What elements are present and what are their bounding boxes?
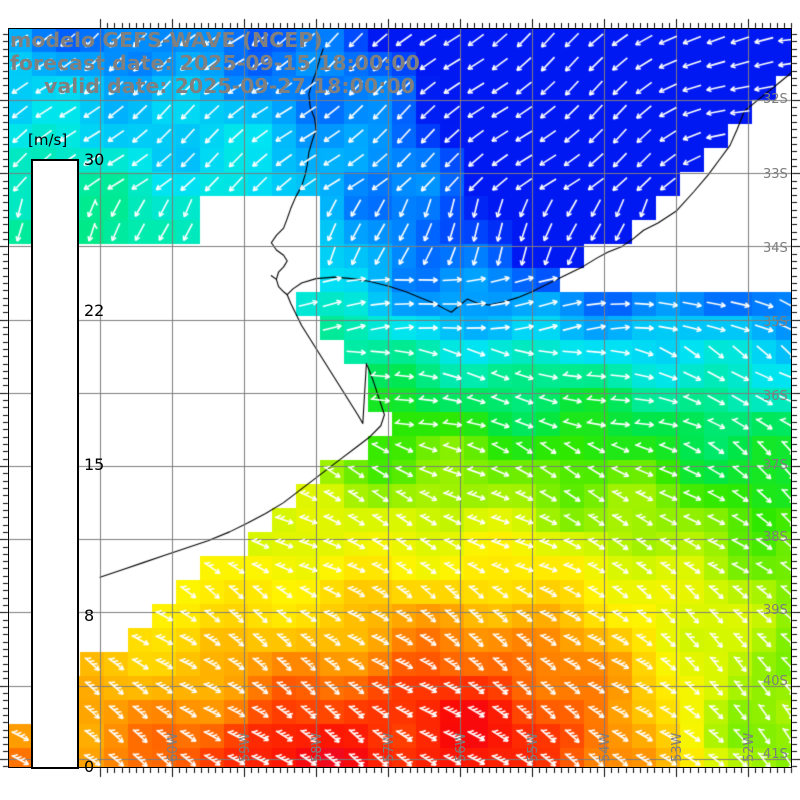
lon-label-60W: 60W bbox=[166, 732, 181, 762]
colorbar[interactable] bbox=[31, 159, 79, 769]
colorbar-border bbox=[31, 159, 79, 769]
lat-label-38S: 38S bbox=[763, 530, 788, 545]
lat-label-40S: 40S bbox=[763, 674, 788, 689]
lon-label-53W: 53W bbox=[670, 732, 685, 762]
lon-label-54W: 54W bbox=[598, 732, 613, 762]
lon-label-58W: 58W bbox=[310, 732, 325, 762]
colorbar-tick-15: 15 bbox=[84, 455, 105, 474]
lat-label-33S: 33S bbox=[763, 167, 788, 182]
lon-label-59W: 59W bbox=[238, 732, 253, 762]
lat-label-37S: 37S bbox=[763, 458, 788, 473]
lon-label-55W: 55W bbox=[526, 732, 541, 762]
lon-label-52W: 52W bbox=[742, 732, 757, 762]
lat-label-34S: 34S bbox=[763, 241, 788, 256]
lat-label-41S: 41S bbox=[763, 747, 788, 762]
lat-label-36S: 36S bbox=[763, 389, 788, 404]
valid-date-label: valid date: 2025-09-27 18:00:00 bbox=[44, 74, 415, 98]
lat-label-39S: 39S bbox=[763, 603, 788, 618]
colorbar-tick-30: 30 bbox=[84, 150, 105, 169]
lat-label-32S: 32S bbox=[763, 92, 788, 107]
page-title: modelo GEFS-WAVE (NCEP) bbox=[10, 28, 323, 52]
forecast-date-label: forecast date: 2025-09-15 18:00:00 bbox=[10, 51, 420, 75]
colorbar-tick-0: 0 bbox=[84, 756, 95, 776]
lon-label-56W: 56W bbox=[454, 732, 469, 762]
colorbar-unit-label: [m/s] bbox=[28, 131, 68, 149]
colorbar-tick-22: 22 bbox=[84, 300, 105, 320]
lon-label-57W: 57W bbox=[382, 732, 397, 762]
colorbar-tick-8: 8 bbox=[84, 605, 95, 625]
lat-label-35S: 35S bbox=[763, 315, 788, 330]
